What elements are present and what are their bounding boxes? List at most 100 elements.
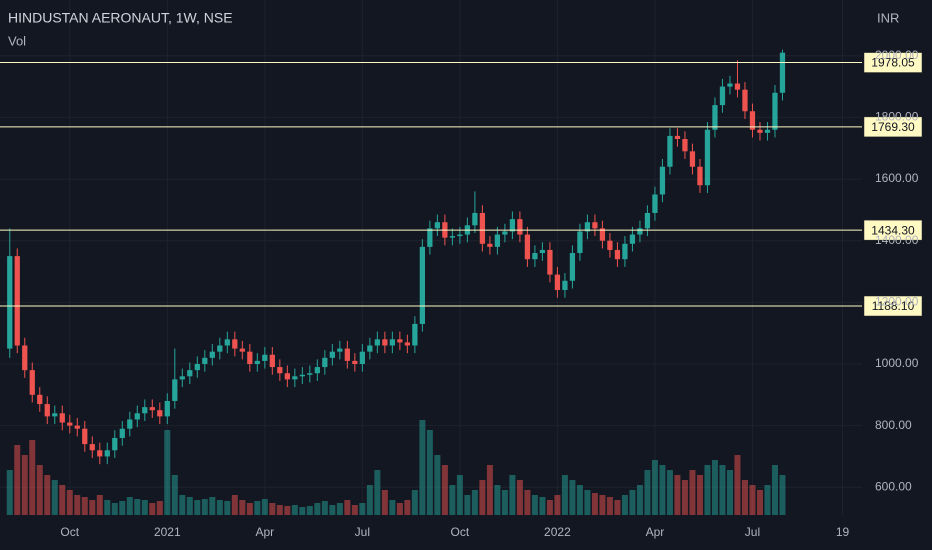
candle-body <box>779 52 786 93</box>
candle-body <box>82 428 88 445</box>
y-tick-label: 1000.00 <box>875 356 919 370</box>
candle-body <box>427 228 433 247</box>
level-label: 1188.10 <box>872 299 915 313</box>
volume-bar <box>749 485 756 515</box>
candle-body <box>622 243 628 260</box>
candle-body <box>299 374 305 377</box>
candle-body <box>194 363 200 371</box>
candle-body <box>112 437 118 451</box>
volume-bar <box>239 500 246 515</box>
candle-body <box>682 138 688 152</box>
volume-bar <box>209 497 216 515</box>
candle-body <box>689 151 696 167</box>
volume-bar <box>194 500 201 515</box>
volume-bar <box>66 490 73 515</box>
volume-bar <box>89 500 96 515</box>
volume-bar <box>36 465 43 515</box>
volume-bar <box>516 480 523 515</box>
candle-body <box>119 428 125 438</box>
candle-body <box>434 222 441 229</box>
volume-bar <box>104 500 111 515</box>
candle-body <box>712 105 718 130</box>
candle-body <box>749 111 756 130</box>
x-tick-label: Apr <box>646 525 665 539</box>
x-tick-label: Apr <box>255 525 274 539</box>
volume-bar <box>374 470 381 515</box>
candle-body <box>517 219 523 235</box>
candle-body <box>472 212 478 226</box>
candle-body <box>374 339 380 346</box>
candle-body <box>704 129 711 186</box>
candle-body <box>674 135 681 139</box>
volume-bar <box>614 500 621 515</box>
volume-bar <box>779 475 786 515</box>
volume-bar <box>509 475 516 515</box>
volume-bar <box>404 500 411 515</box>
candle-body <box>22 345 28 371</box>
candle-body <box>524 234 531 260</box>
volume-bar <box>644 470 651 515</box>
volume-bar <box>231 495 238 515</box>
volume-bar <box>471 490 478 515</box>
level-label: 1769.30 <box>871 120 915 134</box>
candle-body <box>629 234 636 244</box>
candle-body <box>734 83 741 90</box>
candle-body <box>502 231 508 235</box>
y-tick-label: 1600.00 <box>875 171 919 185</box>
candle-body <box>577 231 583 254</box>
volume-bar <box>674 475 681 515</box>
candle-body <box>547 249 553 275</box>
y-tick-label: 1200.00 <box>875 295 919 309</box>
volume-bar <box>366 485 373 515</box>
candle-body <box>494 234 501 247</box>
volume-bar <box>291 505 298 515</box>
candle-body <box>412 323 418 346</box>
level-label: 1434.30 <box>871 223 915 237</box>
y-tick-label: 1800.00 <box>875 110 919 124</box>
candle-body <box>457 234 463 237</box>
y-tick-label: 800.00 <box>875 418 912 432</box>
candle-body <box>599 228 606 241</box>
candle-body <box>479 212 486 244</box>
candle-body <box>397 339 403 343</box>
x-tick-label: 19 <box>836 525 850 539</box>
candle-body <box>389 339 395 346</box>
level-label: 1978.05 <box>871 56 915 70</box>
candle-body <box>104 450 110 457</box>
candle-body <box>637 228 643 235</box>
candle-body <box>449 236 456 238</box>
candle-body <box>532 253 538 260</box>
candle-body <box>37 394 43 405</box>
volume-bar <box>554 495 561 515</box>
volume-bar <box>276 505 283 515</box>
level-label-box <box>863 116 923 138</box>
volume-bar <box>546 500 553 515</box>
candle-body <box>697 166 703 186</box>
volume-bar <box>381 490 388 515</box>
volume-bar <box>299 507 306 515</box>
candle-body <box>644 212 651 229</box>
volume-bar <box>741 480 748 515</box>
candles <box>7 49 786 465</box>
candle-body <box>52 413 58 417</box>
candle-body <box>667 135 673 167</box>
y-tick-label: 600.00 <box>875 479 912 493</box>
volume-bar <box>494 485 501 515</box>
volume-bar <box>149 503 156 515</box>
candle-body <box>217 345 223 352</box>
axes: 600.00 800.00 1000.00 1200.00 1400.00 1600.00… <box>60 48 918 539</box>
volume-bar <box>44 475 51 515</box>
candle-body <box>89 444 95 451</box>
candle-body <box>419 246 425 324</box>
volume-bar <box>584 490 591 515</box>
volume-bar <box>396 503 403 515</box>
candle-body <box>172 379 178 401</box>
volume-bar <box>411 490 418 515</box>
candle-body <box>284 373 290 380</box>
candle-body <box>652 194 658 213</box>
volume-bar <box>186 497 193 515</box>
volume-bar <box>651 460 658 515</box>
candle-body <box>14 256 20 346</box>
volume-bar <box>111 503 118 515</box>
